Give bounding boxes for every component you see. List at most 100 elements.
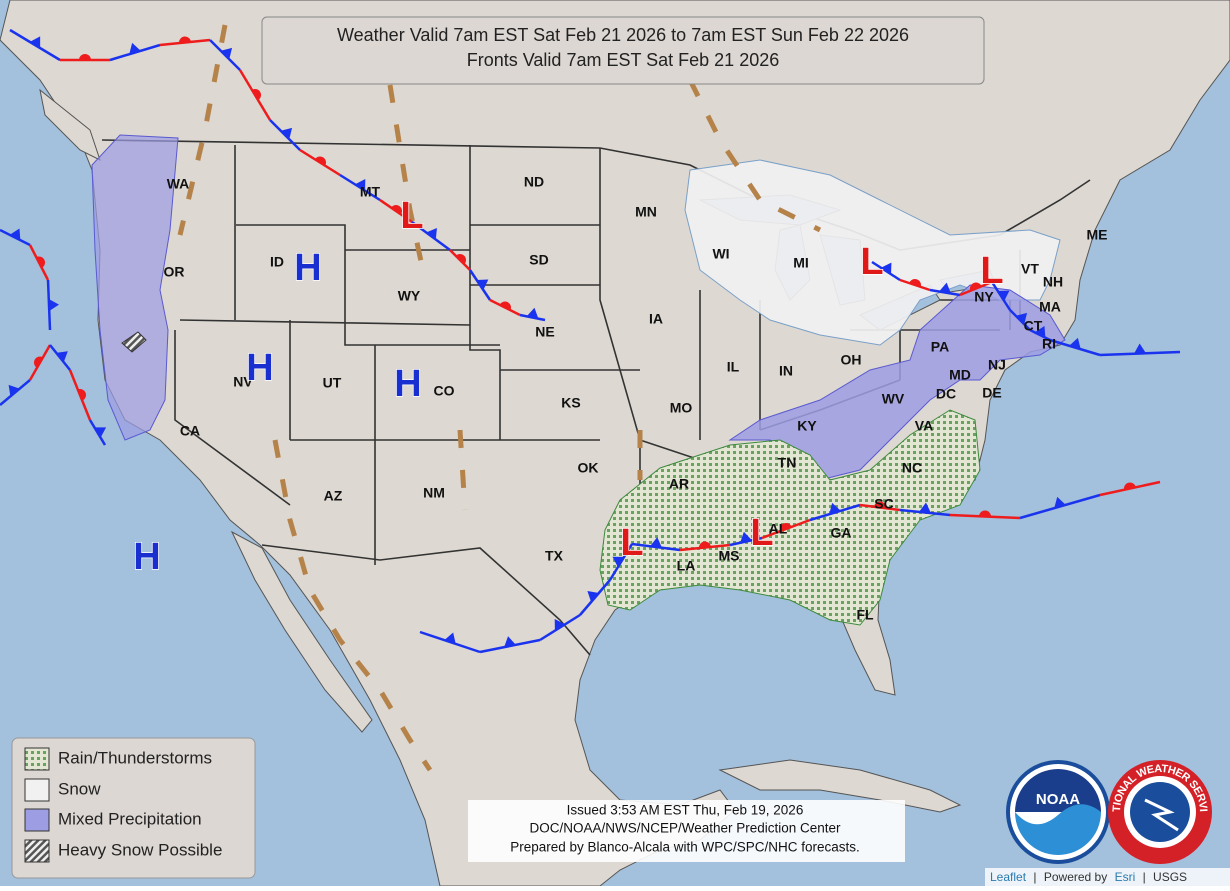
front-line [809,503,861,522]
state-label: WY [398,288,421,304]
noaa-logo [1015,769,1101,812]
state-label: NC [902,460,922,476]
state-label: SC [874,496,893,512]
state-label: OH [841,352,862,368]
legend-label: Rain/Thunderstorms [58,748,212,767]
warm-front-marker [314,156,326,166]
attribution-box [985,868,1230,886]
cold-front-marker [650,537,662,548]
warm-front-marker [77,388,86,401]
cold-front-marker [939,282,951,294]
state-label: RI [1042,336,1056,352]
cold-front-marker [740,531,752,543]
cold-front-marker [94,427,107,438]
attribution-text: USGS [1153,870,1187,884]
cold-front-marker [354,179,366,191]
state-label: AL [769,521,788,537]
attribution-link[interactable]: Esri [1115,870,1136,884]
state-label: MN [635,204,657,220]
low-pressure-center: L [980,250,1003,292]
state-label: NY [974,289,994,305]
cold-front-marker [1134,343,1146,354]
state-label: IL [727,359,740,375]
cold-front-marker [444,632,456,644]
state-label: DE [982,385,1001,401]
mixed-precipitation-area [91,134,179,441]
low-pressure-center: L [400,195,423,237]
attribution-text: Powered by [1044,870,1107,884]
cold-front-marker [56,351,68,363]
cold-front-marker [829,502,841,515]
noaa-logo-text: NOAA [1036,791,1080,808]
cold-front-marker [919,502,931,514]
front-line [0,228,31,247]
state-label: ME [1087,227,1108,243]
cold-front-marker [1054,496,1066,509]
warm-front-marker [1124,482,1136,490]
warm-front-marker [780,523,792,532]
state-label: MO [670,400,693,416]
state-label: AZ [324,488,343,504]
state-label: MA [1039,299,1061,315]
low-pressure-center: L [860,241,883,283]
cold-front-marker [1015,312,1028,325]
warm-front-marker [455,254,466,265]
attribution-sep: | [1143,870,1146,884]
state-label: KS [561,395,580,411]
state-label: OR [164,264,185,280]
cold-front-marker [476,279,489,290]
title-line: Weather Valid 7am EST Sat Feb 21 2026 to… [337,25,909,45]
cold-front-marker [29,36,41,49]
title-box [261,16,985,85]
warm-front-marker [979,510,991,517]
cold-front-marker [48,299,59,311]
cold-front-marker [426,227,437,240]
cold-front-marker [587,590,599,603]
low-pressure-center: L [750,512,773,554]
state-label: MS [719,548,740,564]
state-label: CO [434,383,455,399]
state-label: GA [831,525,852,541]
warm-front-marker [179,36,191,44]
state-label: MT [360,184,381,200]
high-pressure-center: H [246,347,273,389]
vancouver-island [39,88,101,161]
cold-front-marker [526,307,539,319]
legend-swatch [24,778,50,802]
high-pressure-center: H [294,247,321,289]
cold-front-marker [554,619,566,631]
attribution-link[interactable]: Leaflet [990,870,1027,884]
cold-front-marker [612,556,625,568]
state-label: MD [949,367,971,383]
legend-swatch [24,747,50,771]
state-label: NH [1043,274,1063,290]
cold-front-marker [504,636,516,648]
issued-line: Prepared by Blanco-Alcala with WPC/SPC/N… [510,840,860,855]
state-label: IA [649,311,663,327]
mixed-precipitation-area [728,284,1066,481]
baja [230,530,373,733]
state-label: LA [677,558,696,574]
state-label: OK [578,460,599,476]
state-label: TX [545,548,564,564]
legend-swatch [24,839,50,863]
front-line [9,28,61,62]
cuba [718,759,962,813]
cold-front-marker [1069,337,1081,350]
warm-front-marker [499,301,511,311]
cold-front-marker [129,42,141,55]
legend-swatch [24,808,50,832]
legend-label: Heavy Snow Possible [58,840,222,859]
warm-front-marker [874,501,887,509]
state-label: NM [423,485,445,501]
attribution: Leaflet | Powered by Esri | USGS [990,870,1187,884]
warm-front-marker [33,356,43,368]
warm-front-marker [251,89,261,101]
state-label: NJ [988,357,1006,373]
state-label: WV [882,391,905,407]
front-line [1009,309,1031,331]
noaa-logo [1015,804,1101,855]
cold-front-marker [1034,326,1046,338]
state-label: CA [180,423,200,439]
